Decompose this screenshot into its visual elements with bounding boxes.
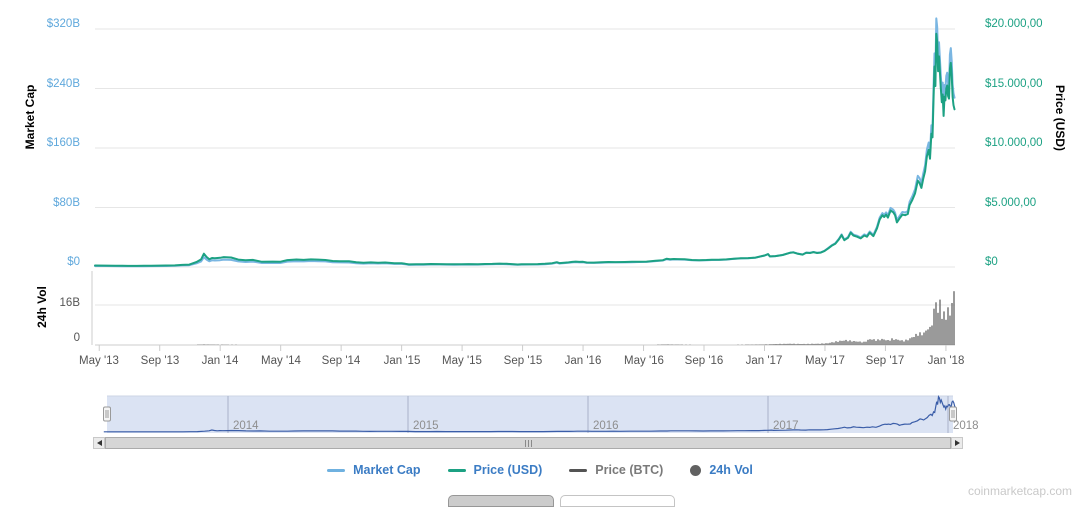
legend: Market Cap Price (USD) Price (BTC) 24h Vol (0, 463, 1080, 477)
x-tick-label: Sep '15 (491, 354, 555, 368)
market-cap-tick-label: $320B (0, 17, 80, 31)
bottom-toggle-button-left[interactable] (448, 495, 554, 507)
navigator-handle-left[interactable] (104, 407, 111, 421)
navigator-year-label: 2014 (233, 419, 259, 433)
x-tick-label: May '14 (249, 354, 313, 368)
price-usd-tick-label: $0 (985, 255, 998, 269)
market-cap-tick-label: $80B (0, 196, 80, 210)
scrollbar-left-arrow-icon (97, 440, 102, 446)
price-usd-tick-label: $15.000,00 (985, 77, 1043, 91)
legend-circle-swatch-icon (690, 465, 701, 476)
volume-tick-label: 0 (0, 331, 80, 345)
x-tick-label: Jan '16 (551, 354, 615, 368)
navigator-year-label: 2017 (773, 419, 799, 433)
legend-item-market-cap[interactable]: Market Cap (327, 463, 420, 477)
price-usd-tick-label: $20.000,00 (985, 17, 1043, 31)
x-tick-label: Jan '15 (370, 354, 434, 368)
navigator-year-label: 2015 (413, 419, 439, 433)
x-tick-label: Jan '14 (188, 354, 252, 368)
x-tick-label: May '17 (793, 354, 857, 368)
market-cap-tick-label: $0 (0, 255, 80, 269)
scrollbar-right-button[interactable] (951, 437, 963, 449)
market-cap-tick-label: $240B (0, 77, 80, 91)
market-cap-tick-label: $160B (0, 136, 80, 150)
x-tick-label: Sep '14 (309, 354, 373, 368)
legend-line-swatch-icon (327, 469, 345, 472)
navigator-year-label: 2016 (593, 419, 619, 433)
scrollbar-left-button[interactable] (93, 437, 105, 449)
x-tick-label: Sep '16 (672, 354, 736, 368)
x-tick-label: Sep '17 (853, 354, 917, 368)
scrollbar-grip-icon (525, 440, 532, 447)
price-usd-tick-label: $5.000,00 (985, 196, 1036, 210)
x-tick-label: Jan '18 (914, 354, 978, 368)
legend-item-label: Price (USD) (474, 463, 543, 477)
navigator-year-label: 2018 (953, 419, 979, 433)
bottom-toggle-button-right[interactable] (560, 495, 675, 507)
price-usd-tick-label: $10.000,00 (985, 136, 1043, 150)
x-tick-label: Jan '17 (732, 354, 796, 368)
scrollbar-thumb[interactable] (105, 437, 951, 449)
navigator (104, 396, 957, 433)
x-tick-label: Sep '13 (128, 354, 192, 368)
legend-item-label: Market Cap (353, 463, 420, 477)
x-tick-label: May '16 (612, 354, 676, 368)
legend-item-label: Price (BTC) (595, 463, 663, 477)
legend-item-24h-vol[interactable]: 24h Vol (690, 463, 753, 477)
legend-line-swatch-icon (569, 469, 587, 472)
x-tick-label: May '13 (67, 354, 131, 368)
plot-area[interactable] (95, 10, 955, 345)
legend-item-price-btc[interactable]: Price (BTC) (569, 463, 663, 477)
volume-tick-label: 16B (0, 296, 80, 310)
x-tick-label: May '15 (430, 354, 494, 368)
scrollbar-right-arrow-icon (955, 440, 960, 446)
legend-item-label: 24h Vol (709, 463, 753, 477)
legend-item-price-usd[interactable]: Price (USD) (448, 463, 543, 477)
legend-line-swatch-icon (448, 469, 466, 472)
watermark: coinmarketcap.com (968, 484, 1072, 498)
